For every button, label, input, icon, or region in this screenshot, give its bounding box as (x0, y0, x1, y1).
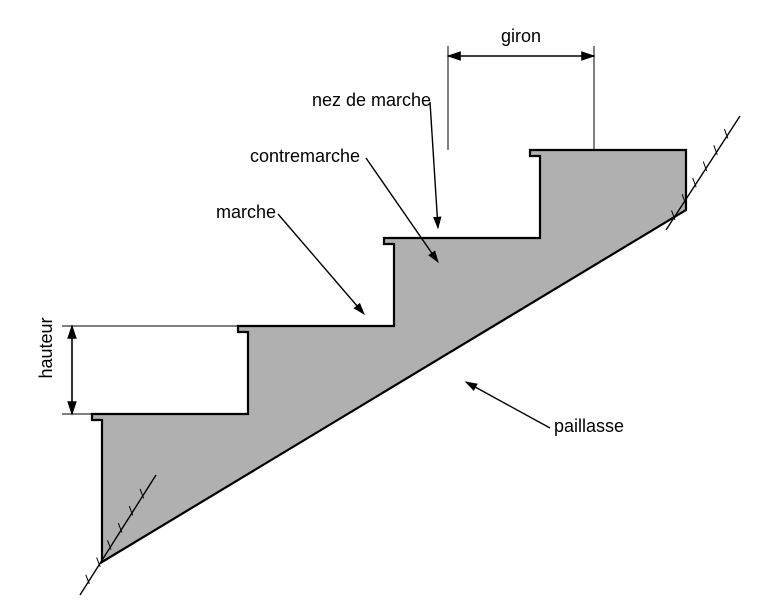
label-hauteur: hauteur (36, 317, 56, 378)
label-contremarche: contremarche (250, 146, 360, 166)
leader-paillasse: paillasse (466, 382, 624, 436)
label-nez-de-marche: nez de marche (312, 90, 431, 110)
dim-hauteur: hauteur (36, 317, 238, 414)
leader-marche: marche (216, 202, 364, 314)
dim-giron: giron (448, 26, 594, 150)
label-giron: giron (501, 26, 541, 46)
label-marche: marche (216, 202, 276, 222)
label-paillasse: paillasse (554, 416, 624, 436)
stair-section (92, 150, 686, 562)
